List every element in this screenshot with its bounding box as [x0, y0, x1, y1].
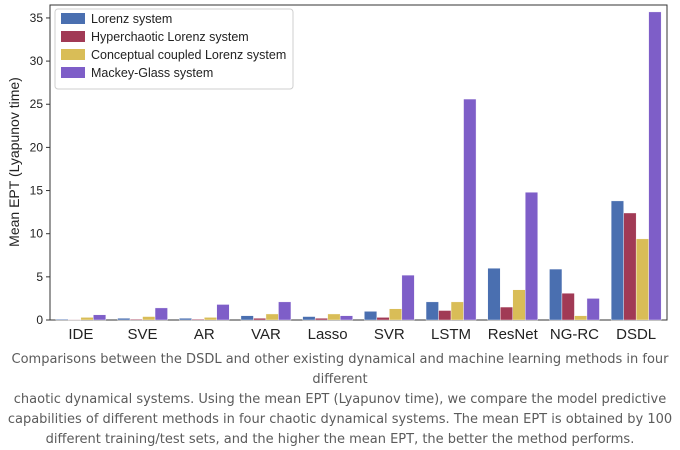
- bar-ng-rc-series-4: [586, 298, 600, 321]
- bar-ide-series-1: [55, 318, 69, 321]
- x-tick-label: AR: [194, 326, 215, 343]
- x-tick-label: ResNet: [488, 326, 539, 343]
- legend-label: Hyperchaotic Lorenz system: [91, 30, 249, 44]
- bar-var-series-1: [240, 315, 254, 321]
- bar-svr-series-4: [401, 274, 415, 321]
- x-tick-label: SVE: [128, 326, 158, 343]
- legend-swatch: [61, 49, 85, 60]
- y-tick-label: 10: [30, 227, 44, 241]
- bar-resnet-series-2: [500, 306, 513, 321]
- y-tick-label: 30: [30, 54, 44, 68]
- bar-dsdl-series-4: [648, 11, 662, 321]
- bar-resnet-series-4: [525, 192, 538, 321]
- bar-lstm-series-1: [425, 301, 439, 321]
- y-tick-label: 25: [30, 97, 44, 111]
- y-tick-label: 20: [30, 140, 44, 154]
- bar-lasso-series-3: [327, 313, 341, 321]
- bar-sve-series-2: [129, 318, 143, 321]
- bar-group: [55, 11, 662, 321]
- x-tick-label: IDE: [68, 326, 93, 343]
- figure-caption: Comparisons between the DSDL and other e…: [0, 350, 680, 450]
- x-tick-label: Lasso: [308, 326, 348, 343]
- bar-resnet-series-1: [487, 268, 501, 321]
- bar-var-series-4: [278, 301, 292, 321]
- x-tick-label: SVR: [374, 326, 405, 343]
- bar-ar-series-1: [179, 318, 192, 321]
- bar-svr-series-3: [389, 308, 403, 321]
- bar-lstm-series-4: [463, 98, 477, 321]
- bar-lasso-series-2: [314, 318, 328, 321]
- bar-lasso-series-4: [339, 315, 353, 321]
- bar-dsdl-series-1: [610, 200, 624, 321]
- legend-label: Mackey-Glass system: [91, 66, 213, 80]
- legend-box: [54, 8, 294, 90]
- x-tick-label: LSTM: [431, 326, 471, 343]
- bar-dsdl-series-3: [635, 238, 649, 321]
- x-tick-label: DSDL: [616, 326, 656, 343]
- legend-swatch: [61, 67, 85, 78]
- y-axis: 0 5 10 15 20 25 30 35: [30, 11, 50, 327]
- bar-var-series-3: [265, 313, 279, 321]
- bar-sve-series-3: [142, 316, 156, 321]
- y-tick-label: 35: [30, 11, 44, 25]
- bar-ide-series-4: [93, 314, 107, 321]
- bar-lstm-series-3: [450, 301, 464, 321]
- bar-ar-series-2: [191, 318, 205, 321]
- bar-ng-rc-series-1: [549, 268, 563, 321]
- bar-resnet-series-3: [512, 289, 526, 321]
- caption-line: Comparisons between the DSDL and other e…: [11, 352, 669, 387]
- bar-chart: 0 5 10 15 20 25 30 35 IDE SVE AR VAR Lasso SVR LSTM Re…: [6, 4, 668, 343]
- bar-ar-series-3: [204, 317, 217, 321]
- y-axis-label: Mean EPT (Lyapunov time): [6, 77, 22, 247]
- bar-sve-series-1: [117, 318, 131, 321]
- plot-frame: [49, 4, 668, 321]
- x-tick-label: VAR: [251, 326, 281, 343]
- x-axis: IDE SVE AR VAR Lasso SVR LSTM ResNet NG-RC DSDL: [68, 326, 656, 343]
- bar-ide-series-2: [68, 319, 82, 321]
- bar-svr-series-2: [376, 317, 390, 321]
- x-tick-label: NG-RC: [550, 326, 599, 343]
- legend-swatch: [61, 31, 85, 42]
- bar-ng-rc-series-2: [561, 293, 575, 321]
- y-tick-label: 0: [36, 313, 43, 327]
- bar-var-series-2: [253, 318, 267, 321]
- bar-ng-rc-series-3: [574, 315, 588, 321]
- legend-swatch: [61, 13, 85, 24]
- bar-ar-series-4: [216, 304, 230, 321]
- y-tick-label: 5: [36, 270, 43, 284]
- bar-lasso-series-1: [302, 316, 316, 321]
- legend-label: Conceptual coupled Lorenz system: [91, 48, 286, 62]
- caption-line: different training/test sets, and the hi…: [45, 432, 635, 447]
- legend-label: Lorenz system: [91, 12, 172, 26]
- bar-ide-series-3: [80, 317, 94, 321]
- bar-sve-series-4: [154, 307, 168, 321]
- caption-line: capabilities of different methods in fou…: [7, 412, 673, 427]
- bar-svr-series-1: [364, 311, 378, 321]
- legend: Lorenz system Hyperchaotic Lorenz system C…: [54, 8, 294, 90]
- bar-lstm-series-2: [438, 310, 452, 321]
- y-tick-label: 15: [30, 184, 44, 198]
- plot-border: [49, 4, 668, 321]
- bar-dsdl-series-2: [623, 212, 637, 321]
- caption-line: chaotic dynamical systems. Using the mea…: [13, 392, 667, 407]
